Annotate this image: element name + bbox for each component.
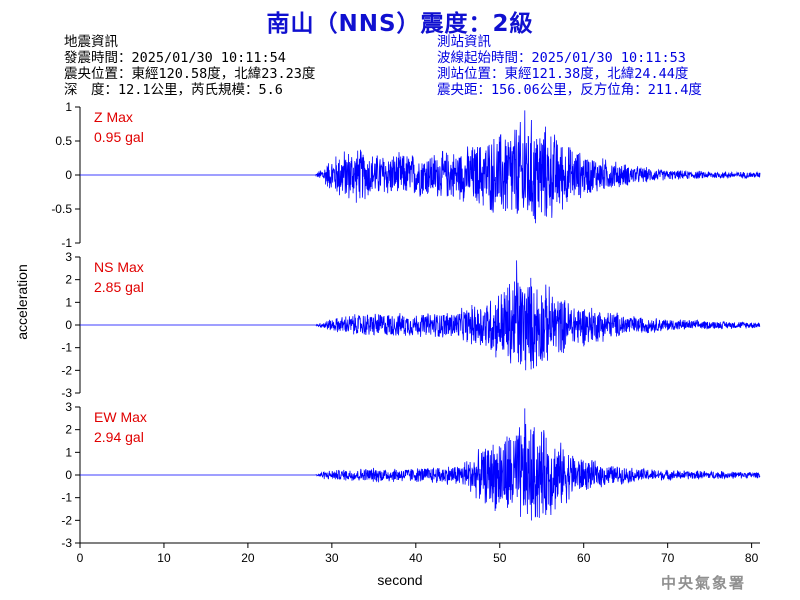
- ew-y-tick-label: -2: [61, 513, 72, 527]
- ew-y-tick-label: 3: [65, 400, 72, 414]
- distance-azimuth: 震央距：156.06公里，反方位角：211.4度: [437, 82, 702, 98]
- z-y-tick-label: 0.5: [55, 134, 72, 148]
- z-max-label: Z Max 0.95 gal: [94, 107, 144, 147]
- station-info-header: 測站資訊: [437, 34, 491, 50]
- ew-y-tick-label: 1: [65, 445, 72, 459]
- x-axis-label: second: [377, 572, 423, 588]
- ew-y-tick-label: 2: [65, 423, 72, 437]
- ew-waveform: [80, 408, 761, 521]
- z-y-tick-label: 0: [65, 168, 72, 182]
- epicenter-location: 震央位置：東經120.58度，北緯23.23度: [64, 66, 316, 82]
- x-tick-label: 20: [241, 551, 255, 565]
- x-tick-label: 50: [493, 551, 507, 565]
- z-waveform: [80, 110, 761, 224]
- z-y-tick-label: -0.5: [51, 202, 72, 216]
- x-tick-label: 0: [77, 551, 84, 565]
- station-location: 測站位置：東經121.38度，北緯24.44度: [437, 66, 689, 82]
- ns-y-tick-label: 2: [65, 273, 72, 287]
- agency-watermark: 中央氣象署: [660, 574, 746, 592]
- ns-waveform: [80, 260, 761, 371]
- origin-time: 發震時間：2025/01/30 10:11:54: [64, 50, 286, 66]
- ew-y-tick-label: -1: [61, 491, 72, 505]
- ew-max-value: 2.94 gal: [94, 429, 144, 445]
- x-tick-label: 60: [577, 551, 591, 565]
- ew-y-tick-label: 0: [65, 468, 72, 482]
- ns-y-tick-label: 0: [65, 318, 72, 332]
- ns-y-tick-label: 1: [65, 295, 72, 309]
- ew-max-label: EW Max 2.94 gal: [94, 407, 147, 447]
- z-y-tick-label: 1: [65, 100, 72, 114]
- depth-magnitude: 深 度：12.1公里，芮氏規模：5.6: [64, 82, 283, 98]
- ew-y-tick-label: -3: [61, 536, 72, 550]
- x-tick-label: 30: [325, 551, 339, 565]
- earthquake-info: 地震資訊 發震時間：2025/01/30 10:11:54 震央位置：東經120…: [64, 34, 315, 98]
- ew-max-name: EW Max: [94, 409, 147, 425]
- page-title: 南山（NNS）震度：2級: [266, 11, 534, 37]
- z-y-tick-label: -1: [61, 236, 72, 250]
- x-tick-label: 70: [661, 551, 675, 565]
- ns-max-name: NS Max: [94, 259, 144, 275]
- x-tick-label: 40: [409, 551, 423, 565]
- record-start-time: 波線起始時間：2025/01/30 10:11:53: [437, 50, 686, 66]
- ns-y-tick-label: -1: [61, 341, 72, 355]
- ns-max-value: 2.85 gal: [94, 279, 144, 295]
- ns-y-tick-label: -2: [61, 363, 72, 377]
- x-tick-label: 10: [157, 551, 171, 565]
- z-max-value: 0.95 gal: [94, 129, 144, 145]
- ns-max-label: NS Max 2.85 gal: [94, 257, 144, 297]
- ns-y-tick-label: 3: [65, 250, 72, 264]
- z-max-name: Z Max: [94, 109, 133, 125]
- earthquake-info-header: 地震資訊: [64, 34, 118, 50]
- x-tick-label: 80: [745, 551, 759, 565]
- y-axis-label: acceleration: [14, 264, 30, 340]
- station-info: 測站資訊 波線起始時間：2025/01/30 10:11:53 測站位置：東經1…: [437, 34, 702, 98]
- ns-y-tick-label: -3: [61, 386, 72, 400]
